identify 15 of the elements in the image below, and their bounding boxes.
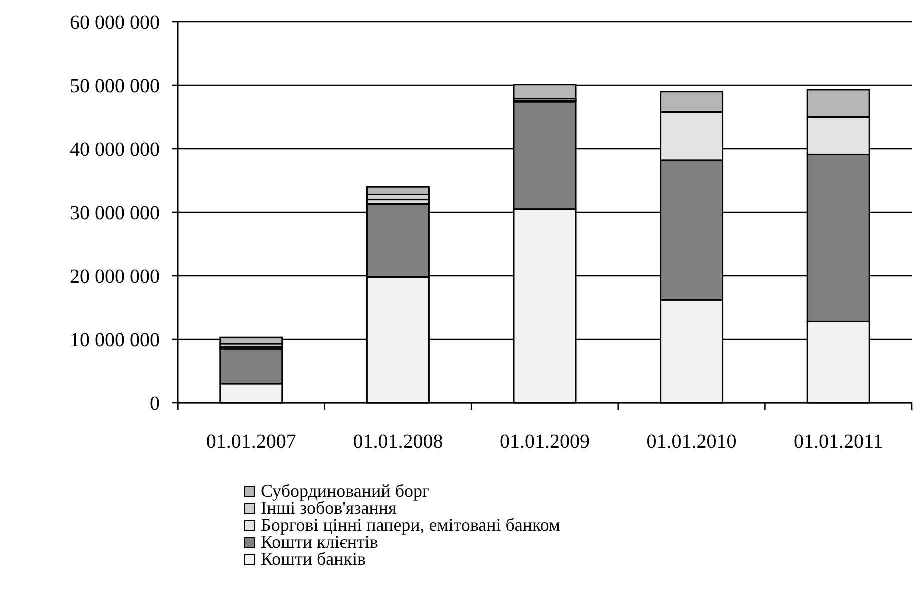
- x-tick-label: 01.01.2008: [353, 431, 444, 453]
- legend-label: Боргові цінні папери, емітовані банком: [261, 515, 560, 535]
- y-tick-label: 60 000 000: [70, 12, 160, 34]
- legend-label: Субординований борг: [261, 481, 430, 501]
- x-tick-label: 01.01.2009: [500, 431, 590, 453]
- y-tick-label: 0: [150, 393, 160, 415]
- y-tick-label: 20 000 000: [70, 266, 160, 288]
- y-tick-label: 40 000 000: [70, 139, 160, 161]
- y-tick-label: 50 000 000: [70, 76, 160, 98]
- x-tick-label: 01.01.2011: [794, 431, 884, 453]
- y-tick-label: 30 000 000: [70, 202, 160, 224]
- x-tick-label: 01.01.2010: [646, 431, 737, 453]
- legend-label: Кошти банків: [261, 549, 366, 569]
- x-tick-label: 01.01.2007: [206, 431, 296, 453]
- y-tick-label: 10 000 000: [70, 330, 160, 352]
